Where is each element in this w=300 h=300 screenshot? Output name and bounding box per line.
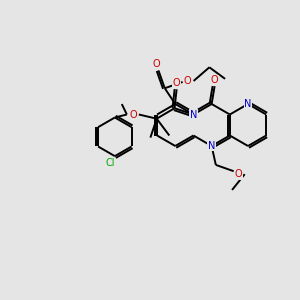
Text: O: O xyxy=(173,78,181,88)
Text: O: O xyxy=(211,75,218,85)
Text: O: O xyxy=(129,110,137,119)
Text: N: N xyxy=(208,141,215,151)
Text: Cl: Cl xyxy=(105,158,115,168)
Text: O: O xyxy=(235,169,242,179)
Text: N: N xyxy=(190,110,197,119)
Text: O: O xyxy=(153,59,160,69)
Text: N: N xyxy=(244,99,252,109)
Text: O: O xyxy=(184,76,191,86)
